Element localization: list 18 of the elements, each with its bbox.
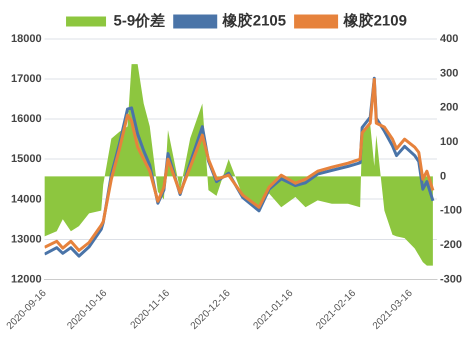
y2-tick-label: 300 — [440, 67, 458, 80]
y-tick-label: 14000 — [10, 193, 42, 206]
y-tick-label: 18000 — [10, 33, 42, 46]
y-tick-label: 13000 — [10, 233, 42, 246]
y-tick-label: 15000 — [10, 153, 42, 166]
legend-label: 橡胶2109 — [342, 12, 407, 30]
y-tick-label: 12000 — [10, 273, 42, 286]
legend-label: 橡胶2105 — [222, 12, 286, 30]
y2-tick-label: 400 — [440, 33, 458, 46]
y-tick-label: 16000 — [10, 113, 42, 126]
y2-tick-label: -100 — [440, 204, 462, 217]
y2-tick-label: -300 — [440, 273, 462, 286]
y2-tick-label: 200 — [440, 102, 458, 114]
y2-tick-label: -200 — [440, 239, 462, 252]
y2-tick-label: 100 — [440, 136, 458, 148]
y-tick-label: 17000 — [10, 73, 42, 86]
legend-label: 5-9价差 — [114, 12, 166, 30]
y2-tick-label: 0 — [440, 170, 446, 182]
